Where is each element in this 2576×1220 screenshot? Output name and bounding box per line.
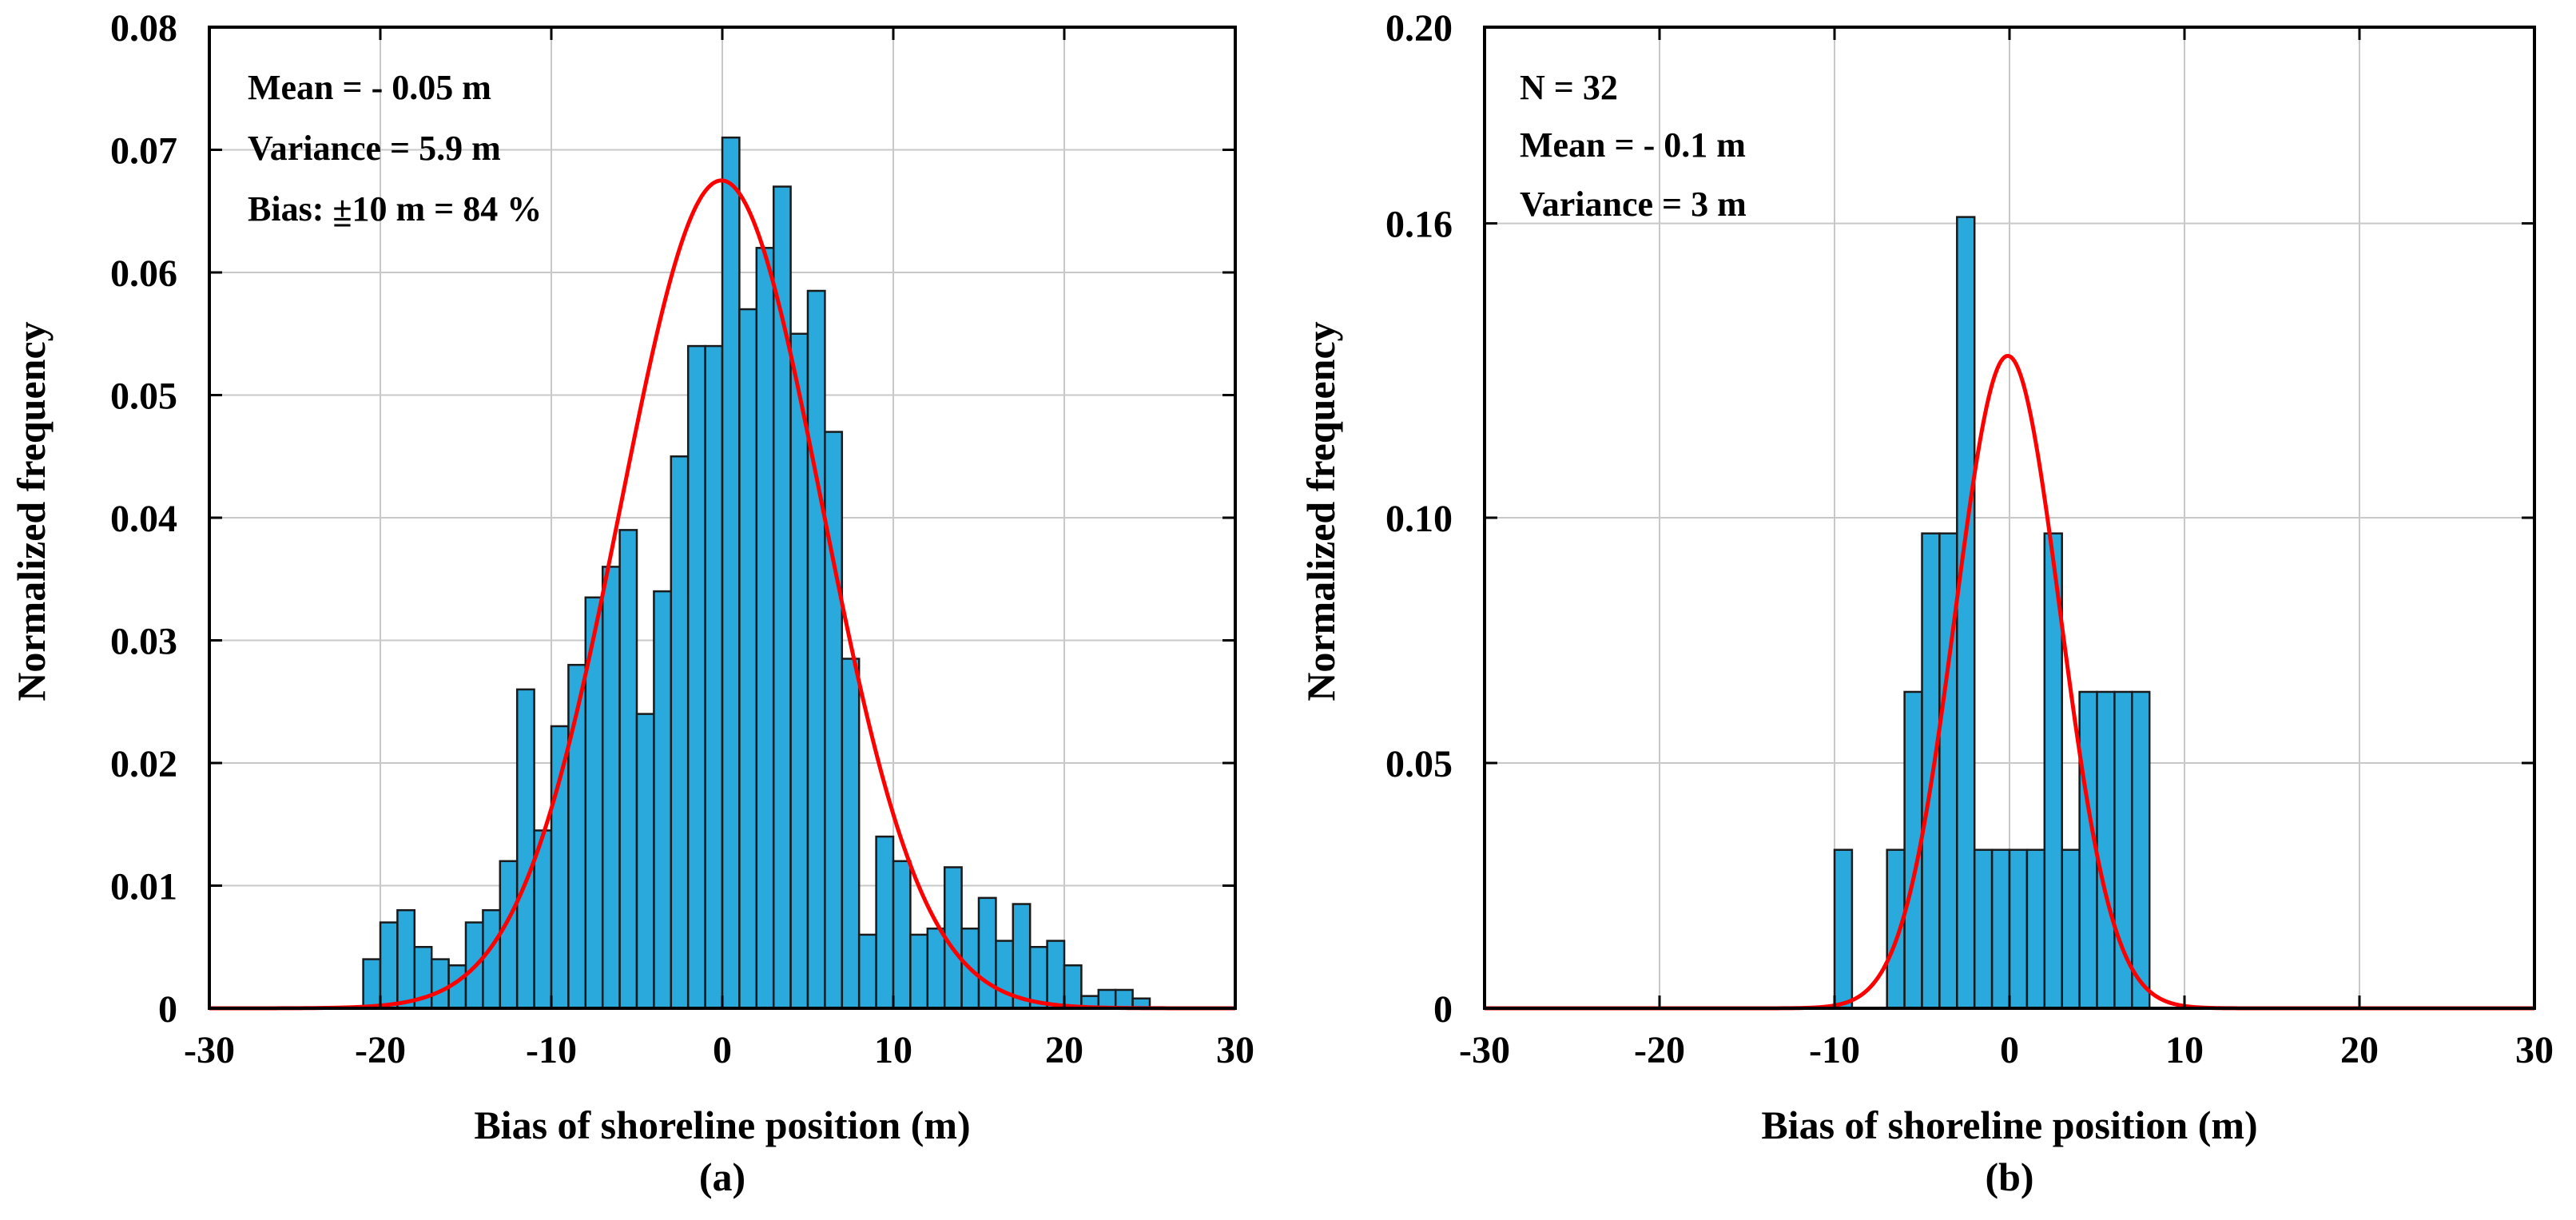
histogram-bar [857,933,877,1010]
histogram-bar [1990,848,2011,1010]
histogram-bar [670,455,690,1010]
histogram-bar [841,658,861,1010]
y-tick-label: 0.07 [110,130,177,173]
histogram-bar [686,344,706,1010]
annotation-bias-value: 10 m = 84 % [352,189,543,229]
y-tick-label: 0 [158,988,177,1031]
x-axis-label-a: Bias of shoreline position (m) [474,1103,970,1147]
plus-minus-symbol: ± [332,189,352,229]
histogram-bar [1114,988,1134,1010]
x-tick-label: 20 [2340,1029,2379,1071]
histogram-bar [892,860,912,1010]
x-tick-labels-b: -30 -20 -10 0 10 20 30 [1459,1029,2554,1071]
x-tick-label: 30 [1216,1029,1254,1071]
y-tick-label: 0.10 [1385,498,1453,540]
histogram-bar [1012,903,1032,1010]
histogram-bar [704,344,724,1010]
y-tick-label: 0.01 [110,866,177,908]
x-tick-labels-a: -30 -20 -10 0 10 20 30 [184,1029,1254,1071]
histogram-bar [824,431,844,1010]
x-tick-label: -20 [355,1029,406,1071]
histogram-bar [1973,848,1994,1010]
histogram-bar [2061,848,2081,1010]
y-tick-label: 0.04 [110,498,177,540]
histogram-bar [875,835,895,1010]
histogram-bar [738,308,758,1010]
histogram-bar [1063,964,1083,1010]
y-tick-labels-a: 0 0.01 0.02 0.03 0.04 0.05 0.06 0.07 0.08 [110,7,177,1031]
histogram-bar [1921,532,1941,1010]
y-tick-label: 0.02 [110,743,177,785]
histogram-bar [1833,848,1854,1010]
x-tick-label: -10 [1809,1029,1860,1071]
y-tick-label: 0.16 [1385,204,1453,246]
annotation-variance-b: Variance = 3 m [1520,185,1747,224]
x-axis-label-b: Bias of shoreline position (m) [1761,1103,2257,1147]
histogram-bar [396,908,416,1010]
y-tick-label: 0.05 [110,376,177,418]
y-tick-label: 0.20 [1385,7,1453,50]
histogram-bar [2096,690,2116,1010]
histogram-bar [550,725,570,1010]
x-tick-label: -10 [526,1029,577,1071]
y-axis-label-a: Normalized frequency [9,321,54,701]
histogram-bar [635,713,655,1010]
histogram-panel-b: -30 -20 -10 0 10 20 30 0 0.05 0.10 0.16 0.20 Bias … [1298,7,2554,1199]
histogram-bar [482,908,502,1010]
x-tick-label: 0 [713,1029,732,1071]
x-tick-label: -30 [1459,1029,1510,1071]
y-axis-label-b: Normalized frequency [1298,321,1343,701]
histogram-bar [977,896,997,1010]
y-tick-label: 0.08 [110,7,177,50]
x-tick-label: 0 [2000,1029,2019,1071]
x-tick-label: -30 [184,1029,235,1071]
histogram-bar [926,927,946,1010]
histogram-bar [362,958,382,1010]
ticks-b [1483,26,2536,1010]
annotation-mean-b: Mean = - 0.1 m [1520,125,1746,165]
histogram-bar [909,933,929,1010]
x-tick-label: 20 [1045,1029,1083,1071]
y-tick-labels-b: 0 0.05 0.10 0.16 0.20 [1385,7,1453,1031]
x-tick-label: -20 [1634,1029,1685,1071]
x-tick-label: 10 [2165,1029,2204,1071]
ticks-a [208,26,1237,1010]
histogram-bar [515,688,535,1010]
annotation-mean-a: Mean = - 0.05 m [248,68,491,107]
histogram-bar [653,590,673,1010]
panel-label-b: (b) [1985,1154,2033,1199]
histogram-panel-a: -30 -20 -10 0 10 20 30 0 0.01 0.02 0.03 0.04 0.05 0.… [9,7,1254,1199]
histogram-bar [1028,946,1048,1010]
histogram-bar [379,921,399,1010]
histogram-bar [721,136,741,1010]
histogram-bar [430,958,450,1010]
histogram-bar [1956,216,1976,1010]
bars-b [1833,216,2151,1010]
y-tick-label: 0.06 [110,252,177,295]
histogram-bar [995,940,1015,1010]
annotation-n-b: N = 32 [1520,68,1618,107]
annotation-bias-a: Bias: ±10 m = 84 % [248,189,542,229]
bars-a [362,136,1151,1010]
histogram-bar [1046,940,1066,1010]
histogram-bar [755,247,775,1010]
histogram-bar [601,566,621,1010]
annotation-bias-prefix: Bias: [248,189,332,229]
panel-label-a: (a) [699,1154,745,1199]
y-tick-label: 0.05 [1385,743,1453,785]
histogram-bar [2131,690,2151,1010]
y-tick-label: 0.03 [110,621,177,663]
histogram-bar [789,332,809,1010]
histogram-bar [806,289,826,1010]
histogram-bar [2008,848,2029,1010]
y-tick-label: 0 [1433,988,1453,1031]
x-tick-label: 10 [874,1029,912,1071]
annotation-variance-a: Variance = 5.9 m [248,129,501,168]
histogram-bar [499,860,519,1010]
histogram-bar [1097,988,1117,1010]
x-tick-label: 30 [2515,1029,2554,1071]
histogram-bar [618,529,638,1010]
histogram-bar [2025,848,2046,1010]
